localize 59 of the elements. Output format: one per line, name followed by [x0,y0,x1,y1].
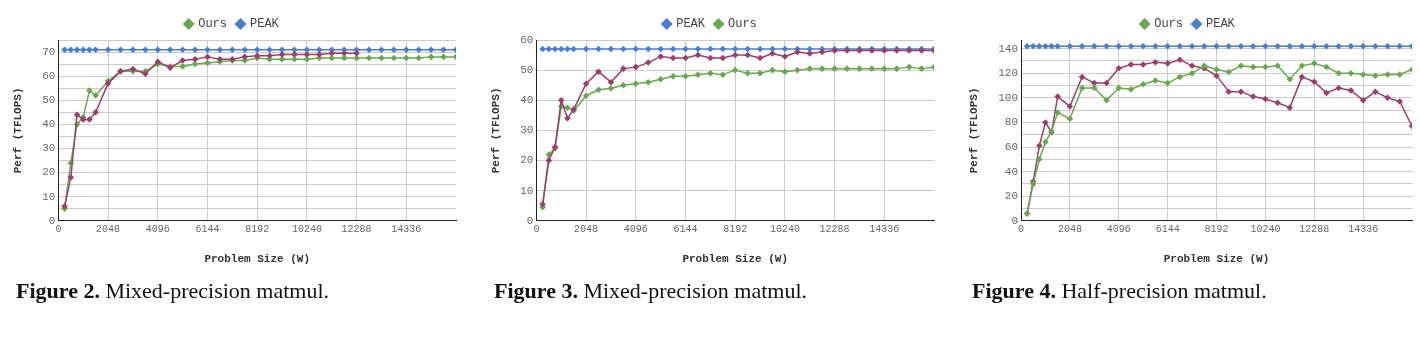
x-axis-title: Problem Size (W) [204,253,311,266]
legend-label: Ours [198,17,228,32]
y-tick-label: 0 [526,214,534,227]
x-tick-label: 2048 [574,224,599,236]
y-tick-label: 0 [48,214,56,227]
x-tick-label: 12288 [1299,224,1330,236]
x-tick-label: 6144 [195,224,220,236]
legend-label: Ours [1154,17,1184,32]
y-tick-label: 100 [998,91,1018,104]
x-tick-label: 6144 [673,224,698,236]
y-tick-label: 70 [42,45,56,58]
y-tick-label: 60 [42,70,56,83]
y-tick-label: 10 [520,184,534,197]
x-tick-label: 8192 [1204,224,1229,236]
caption: Figure 4. Half-precision matmul. [972,278,1267,303]
x-axis-title: Problem Size (W) [682,253,789,266]
x-tick-label: 2048 [96,224,121,236]
y-tick-label: 120 [998,67,1018,80]
x-tick-label: 4096 [145,224,170,236]
legend-label: PEAK [676,17,706,32]
legend-label: PEAK [250,17,280,32]
x-axis-title: Problem Size (W) [1163,253,1270,266]
y-tick-label: 80 [1004,116,1018,129]
y-tick-label: 20 [42,166,56,179]
y-tick-label: 10 [42,190,56,203]
x-tick-label: 14336 [391,224,422,236]
x-tick-label: 10240 [291,224,322,236]
y-axis-title: Perf (TFLOPS) [12,87,25,174]
caption: Figure 2. Mixed-precision matmul. [16,278,330,303]
y-tick-label: 20 [1004,190,1018,203]
x-tick-label: 12288 [341,224,372,236]
y-tick-label: 50 [520,64,534,77]
y-axis-title: Perf (TFLOPS) [490,87,503,174]
legend-label: Ours [728,17,757,32]
x-tick-label: 6144 [1155,224,1180,236]
x-tick-label: 14336 [869,224,900,236]
x-tick-label: 8192 [723,224,748,236]
legend-label: PEAK [1206,17,1236,32]
y-tick-label: 20 [520,154,534,167]
x-tick-label: 10240 [769,224,800,236]
y-tick-label: 40 [520,94,534,107]
x-tick-label: 8192 [245,224,270,236]
x-tick-label: 12288 [819,224,850,236]
x-tick-label: 4096 [623,224,648,236]
y-tick-label: 40 [1004,165,1018,178]
y-tick-label: 30 [42,142,56,155]
y-tick-label: 140 [998,42,1018,55]
x-tick-label: 10240 [1250,224,1281,236]
y-tick-label: 30 [520,124,534,137]
y-tick-label: 60 [520,33,534,46]
y-tick-label: 0 [1011,214,1018,227]
y-axis-title: Perf (TFLOPS) [968,87,981,174]
x-tick-label: 2048 [1057,224,1082,236]
y-tick-label: 50 [42,94,56,107]
y-tick-label: 60 [1004,140,1018,153]
x-tick-label: 14336 [1348,224,1379,236]
x-tick-label: 4096 [1106,224,1131,236]
caption: Figure 3. Mixed-precision matmul. [494,278,808,303]
y-tick-label: 40 [42,118,56,131]
